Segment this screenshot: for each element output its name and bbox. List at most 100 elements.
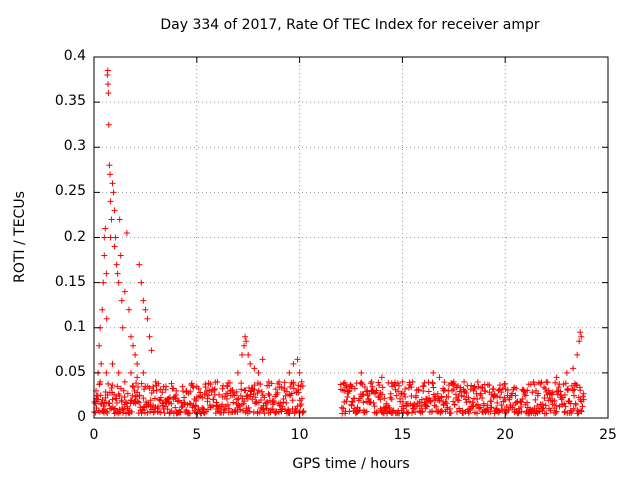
data-point: [113, 395, 120, 402]
data-point: [577, 329, 584, 336]
data-point: [440, 402, 447, 409]
data-point: [541, 394, 548, 401]
data-point: [237, 406, 244, 413]
y-tick-label: 0.1: [63, 318, 86, 335]
data-point: [488, 404, 495, 411]
data-point: [219, 401, 226, 408]
data-point: [102, 225, 109, 232]
data-point: [119, 324, 126, 331]
data-point: [124, 390, 131, 397]
data-point: [481, 387, 488, 394]
data-point: [387, 390, 394, 397]
data-point: [270, 397, 277, 404]
data-point: [337, 381, 344, 388]
data-point: [246, 408, 253, 415]
data-point: [245, 351, 252, 358]
data-point: [531, 381, 538, 388]
data-point: [257, 381, 264, 388]
data-point: [504, 387, 511, 394]
data-point: [298, 401, 305, 408]
data-point: [486, 382, 493, 389]
data-point: [354, 404, 361, 411]
data-point: [461, 378, 468, 385]
data-point: [368, 378, 375, 385]
data-point: [252, 394, 259, 401]
data-point: [457, 384, 464, 391]
data-point: [480, 400, 487, 407]
data-point: [153, 387, 160, 394]
data-point: [240, 400, 247, 407]
data-point: [294, 356, 301, 363]
data-point: [580, 390, 587, 397]
data-point: [517, 404, 524, 411]
data-point: [419, 408, 426, 415]
data-point: [376, 382, 383, 389]
data-point: [257, 397, 264, 404]
data-point: [542, 402, 549, 409]
data-point: [121, 378, 128, 385]
data-point: [363, 408, 370, 415]
data-point: [569, 387, 576, 394]
data-point: [388, 396, 395, 403]
data-point: [537, 380, 544, 387]
data-point: [278, 408, 285, 415]
data-point: [474, 410, 481, 417]
data-point: [181, 394, 188, 401]
data-point: [210, 396, 217, 403]
data-point: [358, 379, 365, 386]
data-point: [200, 409, 207, 416]
data-point: [386, 404, 393, 411]
data-point: [393, 392, 400, 399]
data-point: [276, 378, 283, 385]
data-point: [174, 398, 181, 405]
data-point: [409, 378, 416, 385]
x-tick-label: 20: [496, 427, 515, 443]
data-point: [475, 401, 482, 408]
data-point: [193, 383, 200, 390]
data-point: [251, 386, 258, 393]
data-point: [298, 395, 305, 402]
data-point: [281, 387, 288, 394]
data-point: [371, 390, 378, 397]
data-point: [532, 396, 539, 403]
data-point: [207, 381, 214, 388]
data-point: [104, 81, 111, 88]
data-point: [441, 386, 448, 393]
data-point: [148, 347, 155, 354]
data-point: [101, 252, 108, 259]
data-point: [128, 369, 135, 376]
data-point: [277, 399, 284, 406]
data-point: [226, 405, 233, 412]
data-point: [570, 365, 577, 372]
data-point: [146, 385, 153, 392]
data-point: [551, 397, 558, 404]
data-point: [262, 400, 269, 407]
data-point: [373, 410, 380, 417]
data-point: [111, 243, 118, 250]
data-point: [133, 380, 140, 387]
data-point: [443, 400, 450, 407]
data-point: [168, 400, 175, 407]
data-point: [116, 216, 123, 223]
data-point: [571, 392, 578, 399]
data-point: [463, 389, 470, 396]
data-point: [436, 374, 443, 381]
data-point: [117, 252, 124, 259]
data-point: [230, 399, 237, 406]
data-point: [114, 270, 121, 277]
data-point: [402, 394, 409, 401]
data-point: [553, 408, 560, 415]
data-point: [539, 401, 546, 408]
data-point: [399, 378, 406, 385]
data-point: [286, 391, 293, 398]
data-point: [425, 388, 432, 395]
data-point: [471, 395, 478, 402]
data-point: [427, 398, 434, 405]
data-point: [542, 385, 549, 392]
data-point: [524, 399, 531, 406]
data-point: [484, 402, 491, 409]
data-point: [379, 384, 386, 391]
data-point: [487, 404, 494, 411]
data-point: [113, 261, 120, 268]
x-axis-label: GPS time / hours: [292, 456, 410, 472]
